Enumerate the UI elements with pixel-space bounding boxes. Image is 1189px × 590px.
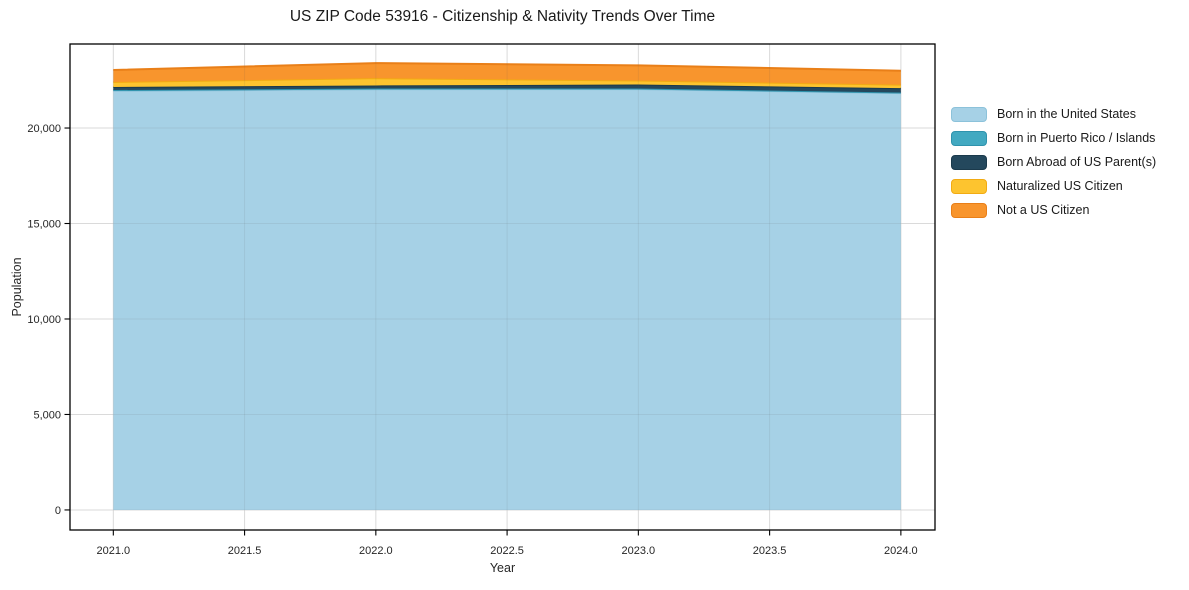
- area-line-2: [113, 83, 901, 90]
- area-series-3: [113, 78, 901, 89]
- x-tick-label: 2023.5: [753, 545, 787, 557]
- legend-item: Born in Puerto Rico / Islands: [951, 131, 1156, 146]
- legend-swatch-born-abroad-icon: [951, 155, 987, 170]
- legend-label: Naturalized US Citizen: [997, 179, 1123, 193]
- area-line-4: [113, 62, 901, 72]
- area-series-0: [113, 89, 901, 510]
- x-tick-label: 2022.0: [359, 545, 393, 557]
- legend-item: Born Abroad of US Parent(s): [951, 155, 1156, 170]
- y-tick-label: 10,000: [27, 314, 61, 326]
- x-tick-label: 2021.0: [96, 545, 130, 557]
- x-tick-label: 2024.0: [884, 545, 918, 557]
- y-tick-label: 15,000: [27, 219, 61, 231]
- legend-swatch-naturalized-icon: [951, 179, 987, 194]
- legend-swatch-not-citizen-icon: [951, 203, 987, 218]
- legend-item: Naturalized US Citizen: [951, 179, 1156, 194]
- chart-title: US ZIP Code 53916 - Citizenship & Nativi…: [289, 8, 716, 25]
- legend-label: Born Abroad of US Parent(s): [997, 155, 1157, 169]
- tick-marks: [64, 127, 902, 536]
- area-series-4: [113, 63, 901, 85]
- legend: Born in the United States Born in Puerto…: [951, 107, 1156, 218]
- legend-label: Born in the United States: [997, 107, 1136, 121]
- y-tick-label: 20,000: [27, 123, 61, 135]
- legend-swatch-born-us-icon: [951, 107, 987, 122]
- x-tick-label: 2022.5: [490, 545, 524, 557]
- x-tick-label: 2023.0: [622, 545, 656, 557]
- plot-border: [69, 43, 936, 531]
- legend-item: Not a US Citizen: [951, 203, 1156, 218]
- legend-item: Born in the United States: [951, 107, 1156, 122]
- x-axis-label: Year: [489, 561, 516, 575]
- legend-swatch-born-pr-icon: [951, 131, 987, 146]
- gridlines-overlay: [70, 44, 935, 530]
- x-tick-label: 2021.5: [228, 545, 262, 557]
- y-axis-label: Population: [10, 257, 24, 317]
- legend-label: Born in Puerto Rico / Islands: [997, 131, 1156, 145]
- y-tick-label: 0: [55, 505, 61, 517]
- legend-label: Not a US Citizen: [997, 203, 1090, 217]
- y-tick-label: 5,000: [33, 409, 61, 421]
